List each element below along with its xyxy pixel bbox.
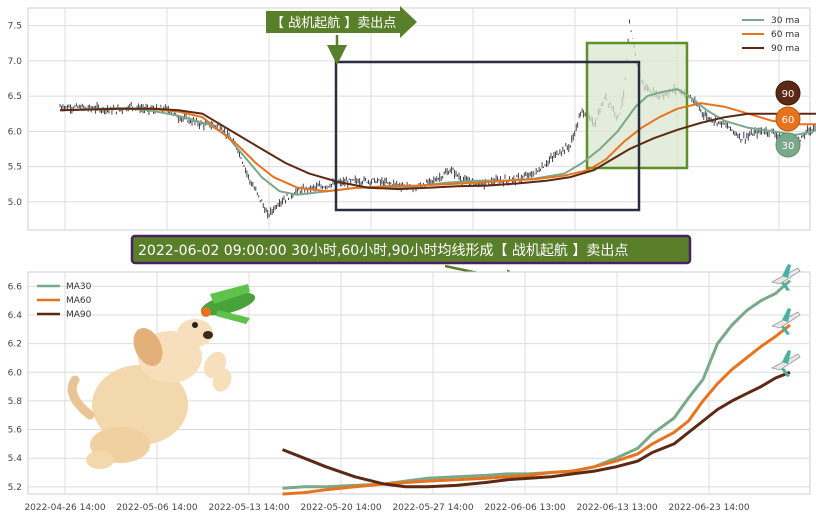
top-legend: 30 ma 60 ma 90 ma	[742, 16, 800, 54]
airplane-icon	[770, 350, 801, 377]
airplane-icon	[770, 264, 801, 291]
legend-entry-90ma: 90 ma	[771, 44, 800, 54]
bottom-x-tick-label: 2022-05-20 14:00	[300, 503, 381, 513]
bottom-y-tick-label: 6.0	[8, 368, 23, 378]
bottom-y-tick-label: 6.6	[8, 282, 23, 292]
bottom-legend: MA30 MA60 MA90	[37, 282, 92, 320]
bottom-y-tick-label: 6.4	[8, 311, 23, 321]
bottom-x-tick-label: 2022-04-26 14:00	[24, 503, 105, 513]
svg-text:90: 90	[782, 89, 795, 100]
top-signal-banner: 【 战机起航 】卖出点	[266, 6, 417, 65]
middle-signal-text: 2022-06-02 09:00:00 30小时,60小时,90小时均线形成【 …	[138, 243, 628, 259]
top-moving-averages	[59, 87, 816, 196]
bottom-y-axis: 5.2 5.4 5.6 5.8 6.0 6.2 6.4 6.6	[8, 282, 23, 493]
legend-entry-ma30: MA30	[66, 282, 92, 292]
top-y-tick-label: 5.5	[8, 163, 22, 173]
bottom-ma-panel: 5.2 5.4 5.6 5.8 6.0 6.2 6.4 6.6 2022-04-26 14:0…	[8, 264, 811, 513]
bottom-moving-averages	[281, 279, 791, 496]
top-price-panel: 5.0 5.5 6.0 6.5 7.0 7.5 30 ma 60 ma 90 ma 90 …	[8, 6, 816, 231]
top-y-tick-label: 7.0	[8, 57, 23, 67]
bottom-y-tick-label: 5.2	[8, 483, 22, 493]
bottom-x-tick-label: 2022-06-23 14:00	[668, 503, 749, 513]
top-y-axis: 5.0 5.5 6.0 6.5 7.0 7.5	[8, 22, 23, 208]
badge-90: 90	[775, 80, 801, 106]
middle-signal-banner: 2022-06-02 09:00:00 30小时,60小时,90小时均线形成【 …	[130, 234, 692, 289]
legend-entry-30ma: 30 ma	[771, 16, 800, 26]
bottom-series-line-2	[281, 370, 791, 489]
bottom-y-tick-label: 6.2	[8, 340, 22, 350]
bottom-x-tick-label: 2022-06-06 13:00	[484, 503, 565, 513]
bottom-x-tick-label: 2022-05-06 14:00	[116, 503, 197, 513]
bottom-x-tick-label: 2022-05-13 14:00	[208, 503, 289, 513]
top-plot-area	[27, 7, 811, 231]
top-y-tick-label: 6.5	[8, 92, 22, 102]
legend-entry-ma90: MA90	[66, 310, 92, 320]
airplane-icon	[770, 308, 801, 335]
legend-entry-ma60: MA60	[66, 296, 92, 306]
dog-icon	[67, 319, 232, 469]
bottom-y-tick-label: 5.6	[8, 426, 23, 436]
legend-entry-60ma: 60 ma	[771, 30, 800, 40]
badge-30: 30	[775, 132, 801, 158]
top-series-line-1	[59, 102, 816, 193]
top-signal-text: 【 战机起航 】卖出点	[271, 15, 396, 31]
svg-text:60: 60	[782, 115, 795, 126]
bottom-y-tick-label: 5.4	[8, 454, 23, 464]
toy-plane-icon	[200, 284, 256, 324]
bottom-x-axis: 2022-04-26 14:00 2022-05-06 14:00 2022-05-…	[24, 503, 749, 513]
top-series-line-2	[59, 107, 816, 191]
top-y-tick-label: 6.0	[8, 127, 23, 137]
dark-consolidation-box	[334, 60, 641, 212]
bottom-x-tick-label: 2022-06-13 13:00	[576, 503, 657, 513]
badge-60: 60	[775, 106, 801, 132]
top-y-tick-label: 7.5	[8, 22, 22, 32]
bottom-y-tick-label: 5.8	[8, 397, 23, 407]
top-y-tick-label: 5.0	[8, 198, 23, 208]
svg-text:30: 30	[782, 141, 795, 152]
bottom-x-tick-label: 2022-05-27 14:00	[392, 503, 473, 513]
